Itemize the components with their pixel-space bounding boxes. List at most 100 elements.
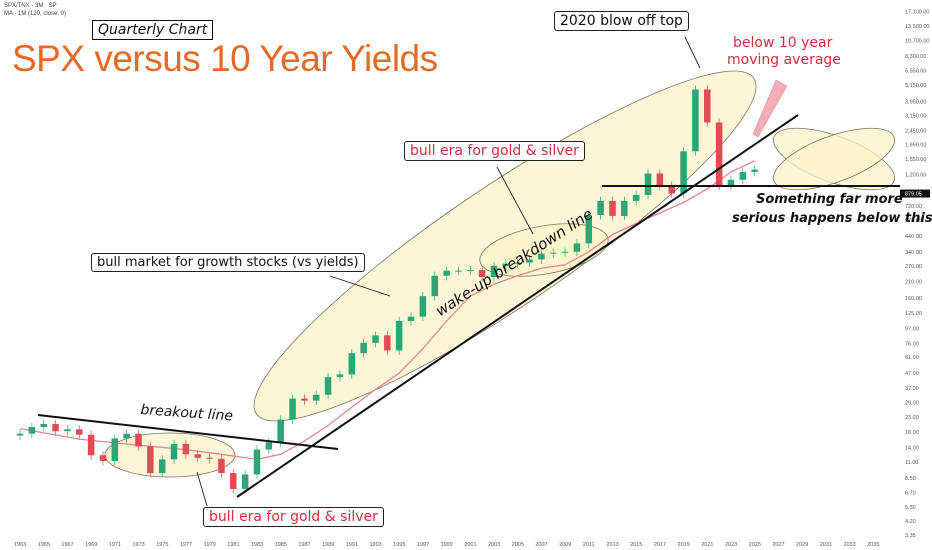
y-tick-label: 340.00 [905, 250, 922, 256]
x-tick-label: 1995 [393, 542, 405, 548]
x-tick-label: 1983 [251, 542, 263, 548]
candle-body [312, 394, 320, 401]
y-tick-label: 6,550.00 [905, 68, 926, 74]
y-tick-label: 14.00 [905, 445, 919, 451]
candle-body [751, 169, 758, 172]
candle-body [336, 374, 344, 378]
candle-body [644, 173, 652, 195]
x-tick-label: 2017 [654, 542, 666, 548]
candle-body [360, 342, 367, 354]
candle-body [324, 377, 332, 395]
candle-body [739, 171, 747, 180]
y-tick-label: 5.30 [905, 505, 916, 511]
x-tick-label: 2025 [749, 542, 761, 548]
x-tick-label: 2013 [606, 542, 618, 548]
candle-body [265, 442, 273, 450]
candle-body [111, 438, 119, 462]
candle-body [656, 173, 664, 186]
candle-body [87, 434, 95, 456]
candle-body [384, 335, 391, 351]
candle-body [514, 262, 521, 264]
candle-body [431, 275, 438, 297]
y-tick-label: 17,100.00 [905, 10, 929, 16]
y-tick-label: 23.00 [905, 415, 919, 421]
x-tick-label: 1993 [369, 542, 381, 548]
gold-bull-ellipse-lower [104, 432, 236, 478]
candle-body [395, 320, 403, 351]
candle-body [206, 457, 213, 459]
x-tick-label: 1997 [417, 542, 429, 548]
candle-body [407, 316, 415, 321]
wakeup-trendline [236, 114, 799, 498]
x-tick-label: 1999 [441, 542, 453, 548]
y-tick-label: 210.00 [905, 279, 922, 285]
x-tick-label: 2003 [488, 542, 500, 548]
last-price-label: 879.05 [905, 192, 922, 198]
y-tick-label: 61.00 [905, 355, 919, 361]
candle-body [538, 253, 545, 260]
chart-ma-line: MA · 1M (120, close, 0) [4, 11, 67, 17]
x-tick-label: 2029 [796, 542, 808, 548]
below-ma-arrow [752, 79, 788, 138]
candle-body [419, 296, 427, 317]
y-tick-label: 570.00 [905, 218, 922, 224]
annotation-bull-gold-upper: bull era for gold & silver [404, 141, 585, 161]
x-tick-label: 2031 [820, 542, 832, 548]
candle-body [241, 474, 249, 489]
x-tick-label: 1991 [346, 542, 358, 548]
candle-body [194, 454, 201, 458]
x-tick-label: 2009 [559, 542, 571, 548]
y-tick-label: 47.00 [905, 371, 919, 377]
breakout-trendline [37, 414, 339, 450]
candle-body [692, 89, 699, 152]
candle-body [455, 270, 462, 272]
x-tick-label: 1975 [156, 542, 168, 548]
candle-body [64, 429, 71, 432]
gold-upper-pointer [496, 166, 534, 235]
x-tick-label: 2033 [843, 542, 855, 548]
candle-body [75, 429, 83, 435]
future-ellipse-b [772, 127, 896, 191]
x-tick-label: 2021 [701, 542, 713, 548]
candle-body [289, 398, 296, 420]
blowoff-pointer [684, 36, 701, 69]
y-tick-label: 18.00 [905, 430, 919, 436]
y-tick-label: 37.00 [905, 386, 919, 392]
candle-body [467, 270, 474, 272]
x-tick-label: 1985 [275, 542, 287, 548]
x-tick-label: 1963 [14, 542, 26, 548]
candle-body [727, 179, 735, 186]
x-tick-label: 2001 [464, 542, 476, 548]
x-tick-label: 1965 [38, 542, 50, 548]
y-tick-label: 440.00 [905, 234, 922, 240]
annotation-blowoff: 2020 blow off top [554, 11, 689, 31]
y-tick-label: 3.35 [905, 533, 916, 539]
last-price-badge [900, 189, 930, 198]
gold-lower-pointer [196, 471, 208, 507]
x-tick-label: 2023 [725, 542, 737, 548]
candle-body [549, 252, 557, 254]
y-tick-label: 2,450.00 [905, 129, 926, 135]
x-tick-label: 1979 [204, 542, 216, 548]
chart-title: SPX versus 10 Year Yields [12, 38, 438, 79]
y-tick-label: 97.00 [905, 327, 919, 333]
x-tick-label: 1971 [109, 542, 121, 548]
candle-body [158, 459, 166, 474]
annotation-serious-line1: Something far more [756, 192, 903, 207]
x-tick-label: 1987 [298, 542, 310, 548]
candle-body [502, 263, 510, 266]
x-tick-label: 2035 [867, 542, 879, 548]
y-tick-label: 4.20 [905, 519, 916, 525]
y-tick-label: 3,950.00 [905, 99, 926, 105]
y-tick-label: 29.00 [905, 401, 919, 407]
x-tick-label: 2019 [678, 542, 690, 548]
y-tick-label: 8,300.00 [905, 54, 926, 60]
candle-body [182, 443, 190, 455]
candle-body [123, 433, 130, 439]
gold-bull-ellipse-upper [479, 223, 609, 277]
candle-body [585, 214, 593, 244]
candle-body [680, 151, 687, 194]
y-tick-label: 125.00 [905, 311, 922, 317]
y-tick-label: 5,150.00 [905, 83, 926, 89]
